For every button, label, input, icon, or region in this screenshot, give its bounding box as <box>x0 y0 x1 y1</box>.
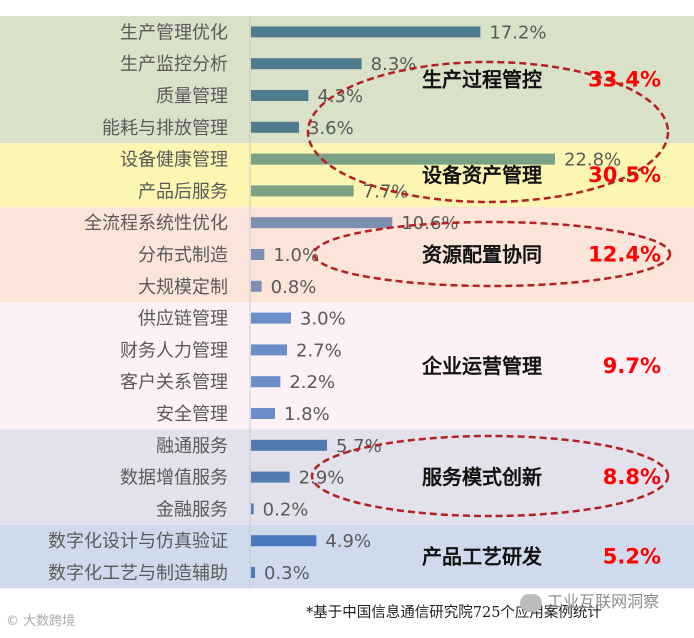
group-title: 服务模式创新 <box>422 465 542 489</box>
category-label: 生产监控分析 <box>120 54 228 75</box>
value-label: 2.7% <box>296 340 342 361</box>
bar <box>251 90 309 101</box>
category-label: 全流程系统性优化 <box>84 213 228 234</box>
category-label: 数字化设计与仿真验证 <box>48 531 228 552</box>
group-title: 资源配置协同 <box>422 243 542 267</box>
value-label: 10.6% <box>401 213 458 234</box>
category-label: 大规模定制 <box>138 277 228 298</box>
category-label: 数据增值服务 <box>120 468 228 489</box>
group-title: 企业运营管理 <box>421 354 542 378</box>
category-label: 设备健康管理 <box>120 150 228 171</box>
value-label: 0.3% <box>264 563 310 584</box>
group-band <box>0 429 694 525</box>
group-title: 产品工艺研发 <box>422 545 543 569</box>
value-label: 0.2% <box>263 499 309 520</box>
watermark-left-logo-icon: © <box>6 614 19 629</box>
value-label: 2.9% <box>299 468 345 489</box>
value-label: 5.7% <box>336 436 382 457</box>
group-share: 5.2% <box>603 545 661 569</box>
watermark-right: 工业互联网洞察 <box>520 588 659 612</box>
bar <box>251 312 291 324</box>
category-label: 财务人力管理 <box>120 340 228 361</box>
value-label: 0.8% <box>271 277 317 298</box>
value-label: 7.7% <box>363 181 409 202</box>
category-label: 安全管理 <box>156 404 228 425</box>
bar <box>251 26 481 38</box>
category-label: 金融服务 <box>156 499 228 520</box>
category-label: 数字化工艺与制造辅助 <box>48 563 228 584</box>
category-label: 分布式制造 <box>138 245 228 266</box>
category-label: 产品后服务 <box>138 181 228 202</box>
bar <box>251 376 281 388</box>
group-share: 30.5% <box>588 163 661 187</box>
highlight-ellipse <box>306 60 670 204</box>
watermark-right-text: 工业互联网洞察 <box>547 592 660 611</box>
bar <box>251 439 327 451</box>
bar <box>251 408 275 419</box>
group-title: 设备资产管理 <box>422 163 542 187</box>
bar <box>251 121 299 133</box>
watermark-left: © 大数跨境 <box>6 610 75 629</box>
bar <box>251 249 265 260</box>
group-title: 生产过程管控 <box>422 68 542 92</box>
value-label: 4.9% <box>325 531 371 552</box>
highlight-ellipse <box>310 434 670 518</box>
watermark-left-text: 大数跨境 <box>23 614 76 629</box>
category-label: 质量管理 <box>156 86 228 107</box>
bar <box>251 535 317 547</box>
value-label: 17.2% <box>489 22 546 43</box>
group-share: 33.4% <box>588 68 661 92</box>
category-label: 融通服务 <box>156 436 228 457</box>
value-label: 4.3% <box>317 86 363 107</box>
group-band <box>0 524 694 589</box>
bar <box>251 185 354 197</box>
bar <box>251 217 393 229</box>
value-label: 1.8% <box>284 404 330 425</box>
highlight-ellipse <box>312 220 672 288</box>
bar <box>251 280 262 292</box>
group-share: 8.8% <box>603 465 661 489</box>
bar <box>251 58 362 70</box>
group-share: 9.7% <box>603 354 661 378</box>
bar <box>251 344 287 356</box>
bar <box>251 567 255 578</box>
category-label: 客户关系管理 <box>120 372 228 393</box>
bar <box>251 471 290 483</box>
group-share: 12.4% <box>588 243 661 267</box>
value-label: 22.8% <box>564 150 621 171</box>
bar <box>251 503 254 515</box>
value-label: 2.2% <box>289 372 335 393</box>
category-label: 能耗与排放管理 <box>102 118 228 139</box>
category-label: 供应链管理 <box>138 309 228 330</box>
value-label: 1.0% <box>273 245 319 266</box>
bar <box>251 153 555 165</box>
wechat-icon <box>520 593 542 612</box>
category-label: 生产管理优化 <box>120 22 228 43</box>
value-label: 3.6% <box>308 118 354 139</box>
group-band <box>0 302 694 430</box>
value-label: 3.0% <box>300 309 346 330</box>
